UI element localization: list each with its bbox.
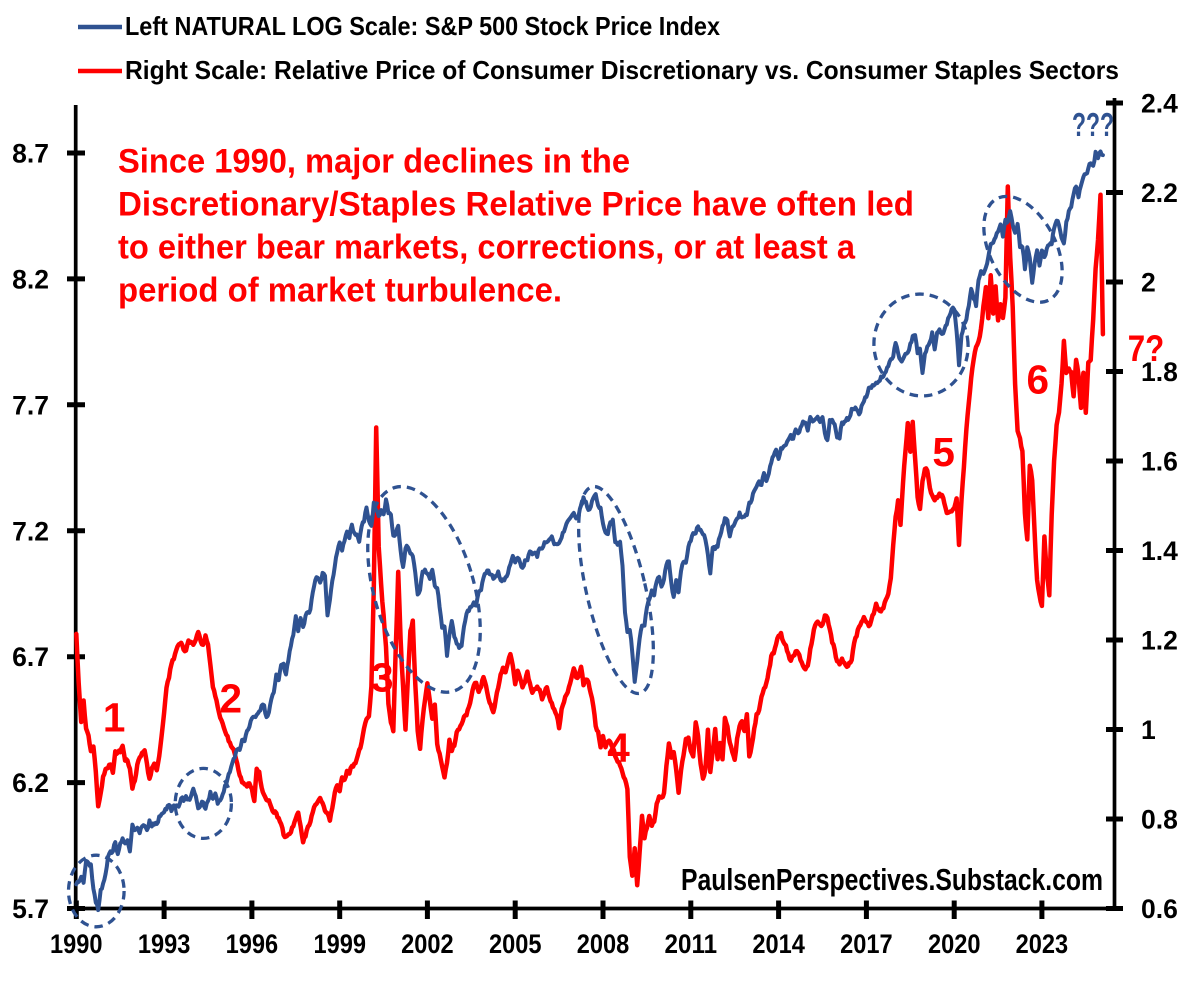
svg-text:2: 2 bbox=[220, 676, 243, 722]
svg-text:2017: 2017 bbox=[840, 929, 893, 959]
svg-text:5: 5 bbox=[932, 429, 955, 475]
svg-text:1.8: 1.8 bbox=[1141, 357, 1178, 387]
svg-text:8.2: 8.2 bbox=[12, 264, 49, 294]
svg-text:Left NATURAL LOG Scale: S&P 50: Left NATURAL LOG Scale: S&P 500 Stock Pr… bbox=[125, 11, 720, 41]
svg-text:2023: 2023 bbox=[1016, 929, 1069, 959]
svg-text:4: 4 bbox=[607, 725, 630, 771]
svg-text:5.7: 5.7 bbox=[12, 894, 49, 924]
svg-text:1: 1 bbox=[103, 695, 126, 741]
svg-text:2.2: 2.2 bbox=[1141, 178, 1178, 208]
svg-text:1999: 1999 bbox=[313, 929, 366, 959]
svg-text:???: ??? bbox=[1072, 106, 1114, 143]
svg-text:Discretionary/Staples Relative: Discretionary/Staples Relative Price hav… bbox=[118, 186, 914, 224]
svg-text:1: 1 bbox=[1141, 715, 1156, 745]
svg-text:2: 2 bbox=[1141, 268, 1156, 298]
svg-text:6.7: 6.7 bbox=[12, 642, 49, 672]
svg-text:1990: 1990 bbox=[50, 929, 103, 959]
svg-text:2014: 2014 bbox=[752, 929, 805, 959]
svg-text:6: 6 bbox=[1027, 357, 1050, 403]
svg-text:to either bear markets, correc: to either bear markets, corrections, or … bbox=[118, 229, 856, 267]
svg-text:Right Scale: Relative Price of: Right Scale: Relative Price of Consumer … bbox=[125, 55, 1119, 85]
svg-text:1.6: 1.6 bbox=[1141, 447, 1178, 477]
svg-text:2011: 2011 bbox=[665, 929, 718, 959]
svg-text:2.4: 2.4 bbox=[1141, 89, 1178, 119]
svg-text:0.8: 0.8 bbox=[1141, 805, 1178, 835]
svg-text:1993: 1993 bbox=[138, 929, 191, 959]
svg-text:2002: 2002 bbox=[401, 929, 454, 959]
svg-text:3: 3 bbox=[371, 655, 394, 701]
svg-text:period of market turbulence.: period of market turbulence. bbox=[118, 272, 562, 310]
svg-text:Since 1990, major declines in: Since 1990, major declines in the bbox=[118, 143, 630, 181]
svg-text:PaulsenPerspectives.Substack.c: PaulsenPerspectives.Substack.com bbox=[681, 862, 1103, 897]
svg-text:7?: 7? bbox=[1128, 328, 1165, 369]
svg-text:2020: 2020 bbox=[928, 929, 981, 959]
svg-text:6.2: 6.2 bbox=[12, 768, 49, 798]
svg-text:8.7: 8.7 bbox=[12, 139, 49, 169]
svg-text:7.7: 7.7 bbox=[12, 390, 49, 420]
svg-text:1.4: 1.4 bbox=[1141, 536, 1178, 566]
svg-text:2005: 2005 bbox=[489, 929, 542, 959]
svg-text:7.2: 7.2 bbox=[12, 516, 49, 546]
svg-text:1996: 1996 bbox=[226, 929, 279, 959]
svg-text:0.6: 0.6 bbox=[1141, 894, 1178, 924]
svg-text:2008: 2008 bbox=[577, 929, 630, 959]
svg-text:1.2: 1.2 bbox=[1141, 626, 1178, 656]
